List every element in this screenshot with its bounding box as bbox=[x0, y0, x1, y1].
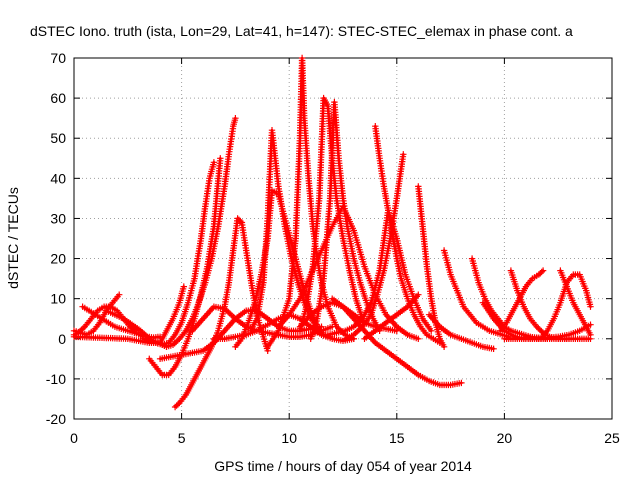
axis-ticks bbox=[73, 57, 613, 420]
y-tick-label: 60 bbox=[50, 90, 66, 106]
series-pass-07 bbox=[156, 115, 239, 350]
x-tick-label: 5 bbox=[178, 430, 186, 446]
series-markers bbox=[496, 267, 547, 334]
series-markers bbox=[146, 155, 224, 379]
series-pass-04 bbox=[70, 283, 187, 346]
series-markers bbox=[329, 295, 465, 389]
series-line bbox=[417, 185, 446, 349]
x-tick-label: 20 bbox=[497, 430, 513, 446]
y-tick-label: 10 bbox=[50, 291, 66, 307]
series-pass-22 bbox=[342, 151, 407, 342]
series-pass-23 bbox=[329, 295, 465, 389]
series-markers bbox=[361, 291, 422, 342]
x-axis-label: GPS time / hours of day 054 of year 2014 bbox=[214, 458, 472, 474]
series-pass-08 bbox=[146, 155, 224, 379]
series-pass-03 bbox=[79, 303, 164, 341]
y-tick-label: 70 bbox=[50, 50, 66, 66]
x-tick-label: 15 bbox=[389, 430, 405, 446]
x-tick-labels: 0 5 10 15 20 25 bbox=[70, 430, 620, 446]
series-markers bbox=[440, 247, 512, 340]
x-tick-label: 0 bbox=[70, 430, 78, 446]
series-markers bbox=[210, 311, 357, 344]
series-markers bbox=[171, 215, 271, 411]
series-pass-06 bbox=[139, 159, 218, 348]
series-markers bbox=[79, 303, 164, 341]
x-tick-label: 10 bbox=[281, 430, 297, 446]
x-tick-label: 25 bbox=[604, 430, 620, 446]
chart-title: dSTEC Iono. truth (ista, Lon=29, Lat=41,… bbox=[30, 23, 573, 39]
series-markers bbox=[557, 267, 594, 338]
y-tick-label: -20 bbox=[46, 411, 66, 427]
series-markers bbox=[415, 183, 448, 350]
series-pass-27 bbox=[440, 247, 512, 340]
series-markers bbox=[139, 159, 218, 348]
series-pass-24 bbox=[415, 183, 448, 350]
series-pass-26 bbox=[425, 311, 497, 352]
series-line bbox=[173, 217, 269, 409]
series-pass-35 bbox=[522, 321, 594, 342]
y-tick-label: 30 bbox=[50, 210, 66, 226]
y-tick-label: -10 bbox=[46, 371, 66, 387]
series-markers bbox=[156, 115, 239, 350]
series-pass-32 bbox=[496, 267, 547, 334]
y-axis-label: dSTEC / TECUs bbox=[5, 187, 21, 289]
y-tick-labels: -20 -10 0 10 20 30 40 50 60 70 bbox=[46, 50, 66, 427]
series-pass-25 bbox=[361, 291, 422, 342]
y-tick-label: 50 bbox=[50, 130, 66, 146]
series-markers bbox=[425, 311, 497, 352]
y-tick-label: 20 bbox=[50, 251, 66, 267]
series-line bbox=[81, 305, 162, 339]
series-pass-15 bbox=[264, 54, 357, 350]
plot-frame bbox=[73, 57, 613, 420]
y-tick-label: 40 bbox=[50, 170, 66, 186]
y-tick-label: 0 bbox=[58, 331, 66, 347]
series-markers bbox=[522, 321, 594, 342]
data-series bbox=[70, 54, 594, 411]
series-pass-09 bbox=[171, 215, 271, 411]
